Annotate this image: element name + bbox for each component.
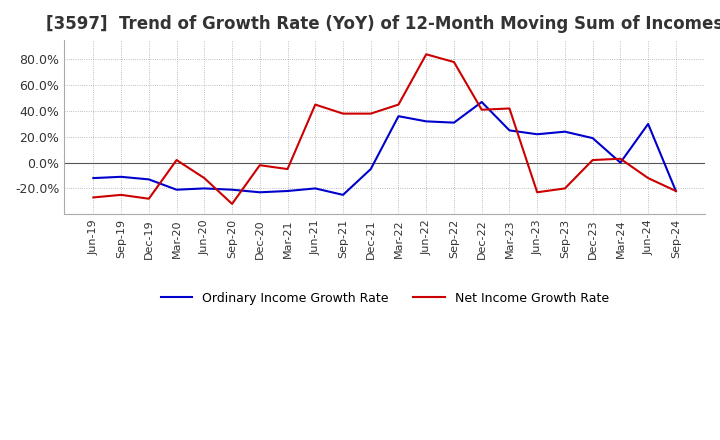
Ordinary Income Growth Rate bbox=[89, 176, 98, 181]
Net Income Growth Rate bbox=[338, 111, 347, 116]
Net Income Growth Rate bbox=[450, 59, 459, 65]
Net Income Growth Rate bbox=[283, 166, 292, 172]
Ordinary Income Growth Rate bbox=[422, 119, 431, 124]
Net Income Growth Rate bbox=[117, 192, 125, 198]
Ordinary Income Growth Rate bbox=[200, 186, 209, 191]
Net Income Growth Rate bbox=[89, 195, 98, 200]
Ordinary Income Growth Rate bbox=[505, 128, 514, 133]
Net Income Growth Rate bbox=[394, 102, 402, 107]
Ordinary Income Growth Rate bbox=[672, 188, 680, 194]
Title: [3597]  Trend of Growth Rate (YoY) of 12-Month Moving Sum of Incomes: [3597] Trend of Growth Rate (YoY) of 12-… bbox=[46, 15, 720, 33]
Net Income Growth Rate bbox=[145, 196, 153, 202]
Ordinary Income Growth Rate bbox=[256, 190, 264, 195]
Ordinary Income Growth Rate bbox=[228, 187, 236, 192]
Ordinary Income Growth Rate bbox=[311, 186, 320, 191]
Net Income Growth Rate bbox=[256, 162, 264, 168]
Net Income Growth Rate bbox=[172, 158, 181, 163]
Ordinary Income Growth Rate bbox=[394, 114, 402, 119]
Net Income Growth Rate bbox=[477, 107, 486, 112]
Net Income Growth Rate bbox=[561, 186, 570, 191]
Ordinary Income Growth Rate bbox=[644, 121, 652, 127]
Line: Ordinary Income Growth Rate: Ordinary Income Growth Rate bbox=[94, 102, 676, 195]
Net Income Growth Rate bbox=[616, 156, 625, 161]
Legend: Ordinary Income Growth Rate, Net Income Growth Rate: Ordinary Income Growth Rate, Net Income … bbox=[156, 286, 613, 310]
Line: Net Income Growth Rate: Net Income Growth Rate bbox=[94, 54, 676, 204]
Net Income Growth Rate bbox=[200, 176, 209, 181]
Net Income Growth Rate bbox=[366, 111, 375, 116]
Ordinary Income Growth Rate bbox=[588, 136, 597, 141]
Net Income Growth Rate bbox=[533, 190, 541, 195]
Net Income Growth Rate bbox=[505, 106, 514, 111]
Net Income Growth Rate bbox=[644, 176, 652, 181]
Ordinary Income Growth Rate bbox=[145, 177, 153, 182]
Net Income Growth Rate bbox=[228, 201, 236, 206]
Ordinary Income Growth Rate bbox=[561, 129, 570, 134]
Ordinary Income Growth Rate bbox=[533, 132, 541, 137]
Ordinary Income Growth Rate bbox=[616, 160, 625, 165]
Ordinary Income Growth Rate bbox=[338, 192, 347, 198]
Ordinary Income Growth Rate bbox=[366, 166, 375, 172]
Ordinary Income Growth Rate bbox=[450, 120, 459, 125]
Net Income Growth Rate bbox=[588, 158, 597, 163]
Net Income Growth Rate bbox=[422, 51, 431, 57]
Net Income Growth Rate bbox=[672, 188, 680, 194]
Ordinary Income Growth Rate bbox=[172, 187, 181, 192]
Ordinary Income Growth Rate bbox=[477, 99, 486, 105]
Net Income Growth Rate bbox=[311, 102, 320, 107]
Ordinary Income Growth Rate bbox=[117, 174, 125, 180]
Ordinary Income Growth Rate bbox=[283, 188, 292, 194]
